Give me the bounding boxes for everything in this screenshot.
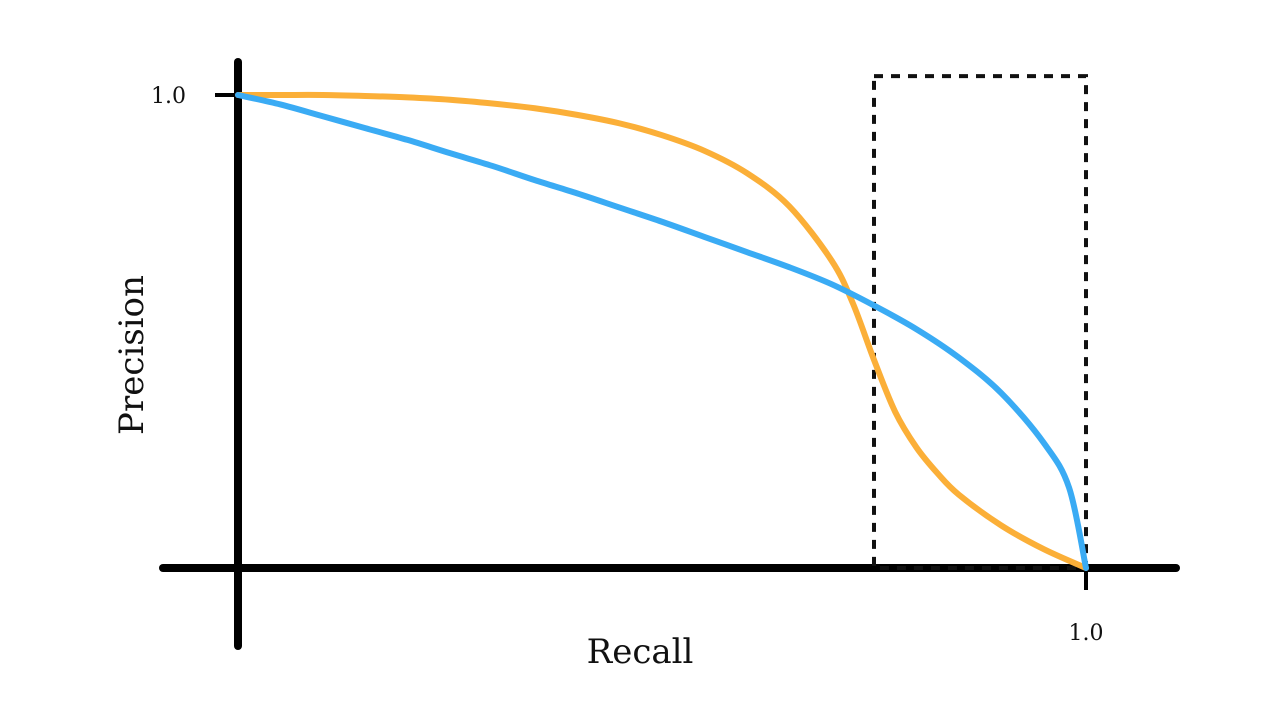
y-tick-label: 1.0 xyxy=(151,84,186,109)
y-axis-label: Precision xyxy=(112,275,152,435)
axes: 1.0 1.0 Recall Precision xyxy=(112,58,1180,672)
series xyxy=(235,91,1089,571)
dashed-highlight-box xyxy=(872,74,1088,571)
orange-series-line xyxy=(235,91,1089,571)
blue-series-line xyxy=(235,92,1089,571)
x-tick-label: 1.0 xyxy=(1069,621,1104,646)
annotations xyxy=(872,74,1088,571)
x-axis-label: Recall xyxy=(587,632,694,672)
